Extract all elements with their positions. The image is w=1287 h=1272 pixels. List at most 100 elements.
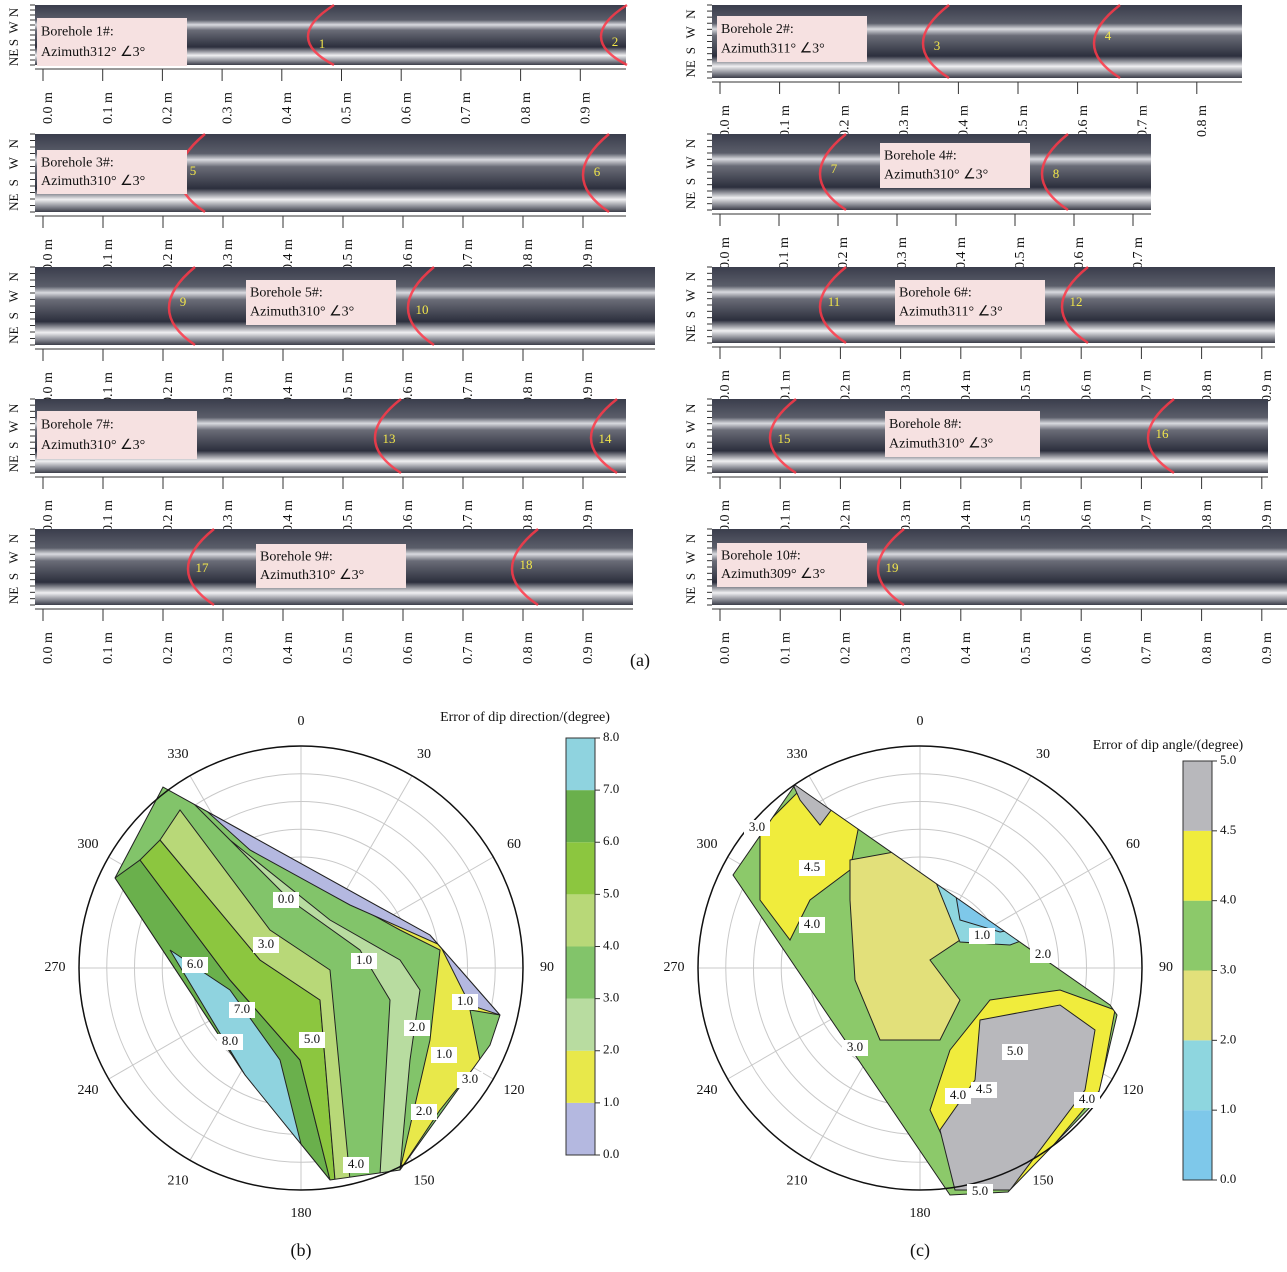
- colorbar-segment: [566, 790, 595, 842]
- borehole-name: Borehole 1#:: [41, 25, 114, 40]
- borehole-name: Borehole 3#:: [41, 155, 114, 170]
- colorbar-label: 5.0: [1220, 752, 1236, 767]
- contour-label: 5.0: [972, 1183, 988, 1198]
- tick-label: 0.2 m: [161, 239, 176, 271]
- contour-label: 4.0: [348, 1156, 364, 1171]
- direction-label: S: [6, 442, 21, 449]
- tick-label: 0.2 m: [839, 370, 854, 402]
- colorbar-segment: [1183, 831, 1212, 901]
- tick-label: 0.8 m: [1200, 632, 1215, 664]
- contour-label: 1.0: [457, 993, 473, 1008]
- borehole-azimuth: Azimuth309° ∠3°: [721, 567, 825, 582]
- tick-label: 0.3 m: [897, 105, 912, 137]
- direction-label: N: [6, 403, 21, 413]
- tick-label: 0.0 m: [718, 370, 733, 402]
- tick-label: 0.9 m: [579, 92, 594, 124]
- crack-number: 18: [520, 557, 533, 572]
- crack-number: 15: [778, 431, 791, 446]
- tick-label: 0.3 m: [221, 500, 236, 532]
- borehole-azimuth: Azimuth311° ∠3°: [899, 305, 1003, 320]
- tick-label: 0.6 m: [1079, 370, 1094, 402]
- tick-label: 0.1 m: [101, 632, 116, 664]
- tick-label: 0.5 m: [1013, 237, 1028, 269]
- direction-label: NE: [6, 49, 21, 66]
- tick-label: 0.0 m: [718, 237, 733, 269]
- contour-label: 7.0: [234, 1001, 250, 1016]
- direction-label: W: [683, 551, 698, 564]
- tick-label: 0.1 m: [101, 239, 116, 271]
- direction-label: S: [6, 39, 21, 46]
- direction-label: S: [683, 311, 698, 318]
- colorbar-title: Error of dip angle/(degree): [1093, 738, 1244, 753]
- colorbar-label: 0.0: [603, 1146, 619, 1161]
- borehole-azimuth: Azimuth312° ∠3°: [41, 45, 145, 60]
- borehole-name: Borehole 9#:: [260, 549, 333, 564]
- direction-label: W: [6, 156, 21, 169]
- contour-label: 8.0: [222, 1033, 238, 1048]
- crack-number: 10: [416, 302, 429, 317]
- tick-label: 0.6 m: [1079, 632, 1094, 664]
- contour-fill: [720, 770, 1140, 1200]
- tick-label: 0.4 m: [959, 370, 974, 402]
- contour-label: 3.0: [847, 1039, 863, 1054]
- tick-label: 0.2 m: [839, 632, 854, 664]
- tick-label: 0.2 m: [839, 500, 854, 532]
- caption: (a): [630, 650, 650, 671]
- crack-number: 12: [1070, 294, 1083, 309]
- crack-number: 7: [831, 161, 838, 176]
- tick-label: 0.6 m: [401, 500, 416, 532]
- direction-label: NE: [683, 60, 698, 77]
- contour-label: 5.0: [1007, 1043, 1023, 1058]
- colorbar-segment: [566, 947, 595, 999]
- contour-label: 4.5: [976, 1081, 992, 1096]
- borehole-azimuth: Azimuth310° ∠3°: [884, 168, 988, 183]
- tick-label: 0.7 m: [1140, 370, 1155, 402]
- contour-label: 4.5: [804, 859, 820, 874]
- colorbar-label: 5.0: [603, 885, 619, 900]
- direction-label: S: [6, 179, 21, 186]
- direction-label: NE: [683, 192, 698, 209]
- crack-number: 16: [1156, 426, 1170, 441]
- direction-label: W: [6, 21, 21, 34]
- crack-number: 11: [828, 294, 841, 309]
- panel-a: 12Borehole 1#:Azimuth312° ∠3°NESWN0.0 m0…: [6, 5, 1287, 671]
- tick-label: 0.0 m: [718, 105, 733, 137]
- direction-label: NE: [6, 455, 21, 472]
- tick-label: 0.8 m: [521, 500, 536, 532]
- direction-label: N: [683, 271, 698, 281]
- colorbar-segment: [1183, 1040, 1212, 1110]
- contour-label: 3.0: [462, 1071, 478, 1086]
- direction-label: NE: [6, 194, 21, 211]
- tick-label: 0.4 m: [957, 105, 972, 137]
- panel-b: 03060901201501802102402703003300.01.01.0…: [45, 710, 620, 1261]
- colorbar-label: 4.0: [603, 937, 619, 952]
- direction-label: W: [6, 551, 21, 564]
- angle-label: 0: [298, 714, 305, 729]
- band: [950, 860, 1040, 932]
- tick-label: 0.5 m: [1016, 105, 1031, 137]
- angle-label: 30: [417, 747, 431, 762]
- tick-label: 0.2 m: [837, 105, 852, 137]
- tick-label: 0.9 m: [1260, 500, 1275, 532]
- crack-number: 2: [612, 34, 619, 49]
- borehole-name: Borehole 8#:: [889, 417, 962, 432]
- angle-label: 30: [1036, 747, 1050, 762]
- angle-label: 330: [168, 747, 189, 762]
- tick-label: 0.7 m: [461, 239, 476, 271]
- colorbar-label: 1.0: [603, 1094, 619, 1109]
- direction-label: W: [6, 289, 21, 302]
- direction-label: NE: [6, 587, 21, 604]
- angle-label: 270: [664, 960, 685, 975]
- contour-label: 3.0: [258, 936, 274, 951]
- tick-label: 0.5 m: [341, 500, 356, 532]
- contour-label: 6.0: [187, 956, 203, 971]
- angle-label: 150: [414, 1173, 435, 1188]
- direction-label: S: [683, 573, 698, 580]
- direction-label: N: [6, 138, 21, 148]
- colorbar-segment: [566, 738, 595, 790]
- direction-label: S: [683, 47, 698, 54]
- angle-label: 90: [540, 960, 554, 975]
- direction-label: N: [683, 403, 698, 413]
- borehole-name: Borehole 7#:: [41, 418, 114, 433]
- direction-label: N: [683, 138, 698, 148]
